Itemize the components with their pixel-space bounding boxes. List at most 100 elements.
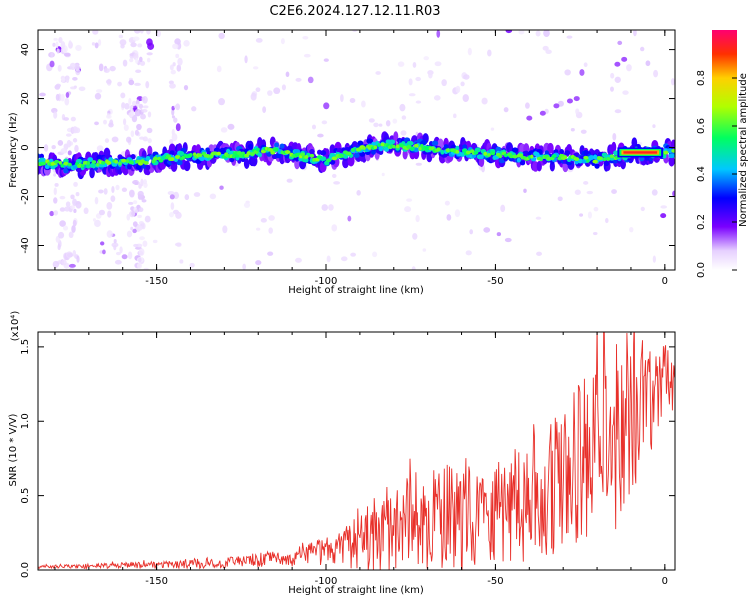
heatmap-cell <box>69 62 77 71</box>
heatmap-cell <box>139 56 143 63</box>
heatmap-cell <box>126 230 133 238</box>
heatmap-cell <box>663 150 669 155</box>
heatmap-cell <box>455 145 460 151</box>
heatmap-cell <box>145 164 151 170</box>
heatmap-cell <box>41 161 47 166</box>
heatmap-cell <box>340 94 344 102</box>
snr-frame <box>37 331 676 571</box>
heatmap-cell <box>406 144 412 149</box>
heatmap-cell <box>130 154 136 160</box>
heatmap-cell <box>152 156 158 161</box>
heatmap-cell <box>593 206 599 212</box>
heatmap-cell <box>138 183 142 189</box>
heatmap-cell <box>423 56 430 61</box>
heatmap-cell <box>147 42 155 50</box>
heatmap-cell <box>670 78 675 86</box>
heatmap-cell <box>145 155 151 161</box>
heatmap-cell <box>422 248 427 252</box>
heatmap-cell <box>331 173 337 178</box>
heatmap-cell <box>611 141 617 153</box>
heatmap-cell <box>353 152 360 158</box>
heatmap-cell <box>481 97 488 105</box>
heatmap-cell <box>408 93 416 97</box>
heatmap-cell <box>547 142 554 154</box>
heatmap-cell <box>141 109 148 113</box>
heatmap-cell <box>309 153 315 158</box>
heatmap-cell <box>250 92 257 101</box>
heatmap-cell <box>347 151 352 156</box>
heatmap-cell <box>141 222 146 230</box>
heatmap-cell <box>152 239 158 244</box>
snr-x-tick-label: -50 <box>487 576 503 587</box>
heatmap-cell <box>564 69 571 76</box>
heatmap-cell <box>626 64 632 72</box>
heatmap-cell <box>95 162 100 167</box>
heatmap-cell <box>57 140 64 146</box>
heatmap-cell <box>106 161 112 165</box>
heatmap-cell <box>193 192 201 197</box>
heatmap-cell <box>566 35 573 39</box>
heatmap-cell <box>134 82 141 86</box>
heatmap-cell <box>326 255 331 263</box>
heatmap-cell <box>119 246 123 254</box>
heatmap-x-label: Height of straight line (km) <box>288 285 424 296</box>
heatmap-cell <box>535 30 541 37</box>
heatmap-cell <box>613 150 619 156</box>
heatmap-cell <box>172 43 179 50</box>
heatmap-cell <box>660 213 667 219</box>
heatmap-cell <box>121 187 128 193</box>
heatmap-cell <box>433 95 441 101</box>
heatmap-cell <box>103 188 108 195</box>
heatmap-cell <box>53 187 57 196</box>
heatmap-cell <box>303 53 311 58</box>
heatmap-cell <box>122 118 127 126</box>
heatmap-y-tick-label: 20 <box>20 92 31 105</box>
heatmap-cell <box>105 79 112 84</box>
heatmap-cell <box>536 160 542 172</box>
heatmap-cell <box>495 146 502 152</box>
heatmap-cell <box>165 154 172 159</box>
heatmap-cell <box>446 214 452 221</box>
snr-x-tick-label: 0 <box>662 576 668 587</box>
heatmap-cell <box>412 232 418 240</box>
heatmap-cell <box>617 40 623 46</box>
heatmap-cell <box>51 145 56 150</box>
heatmap-cell <box>566 98 573 104</box>
heatmap-cell <box>169 139 174 145</box>
heatmap-cell <box>295 257 302 263</box>
heatmap-cell <box>44 164 50 170</box>
heatmap-cell <box>83 207 89 215</box>
heatmap-cell <box>279 143 285 149</box>
heatmap-cell <box>652 255 656 263</box>
heatmap-cell <box>392 118 398 124</box>
heatmap-cell <box>375 71 381 75</box>
snr-x-label: Height of straight line (km) <box>288 585 424 596</box>
heatmap-cell <box>39 92 46 97</box>
heatmap-cell <box>333 181 341 185</box>
heatmap-cell <box>216 151 221 156</box>
heatmap-cell <box>583 62 588 68</box>
heatmap-cell <box>349 98 356 104</box>
heatmap-cell <box>53 210 59 216</box>
heatmap-cell <box>108 122 114 128</box>
snr-y-label: SNR (10 * V/V) <box>8 413 19 486</box>
heatmap-cell <box>139 30 144 34</box>
heatmap-cell <box>256 147 260 152</box>
heatmap-cell <box>49 210 55 217</box>
heatmap-cell <box>175 155 181 159</box>
snr-plot: -150 -100 -50 0 0.0 0.5 1.0 1.5 (x10⁴) Height … <box>8 311 676 596</box>
snr-y-tick-label: 0.5 <box>20 488 31 504</box>
heatmap-cell <box>114 259 122 265</box>
heatmap-cell <box>275 152 282 159</box>
heatmap-cell <box>551 154 557 158</box>
heatmap-cell <box>455 149 460 154</box>
heatmap-cell <box>593 154 598 160</box>
heatmap-cell <box>544 150 549 156</box>
heatmap-cell <box>92 218 97 222</box>
heatmap-cell <box>281 84 286 91</box>
heatmap-cell <box>553 103 560 109</box>
heatmap-cell <box>462 94 469 102</box>
heatmap-cell <box>101 160 106 165</box>
heatmap-cell <box>400 130 407 136</box>
